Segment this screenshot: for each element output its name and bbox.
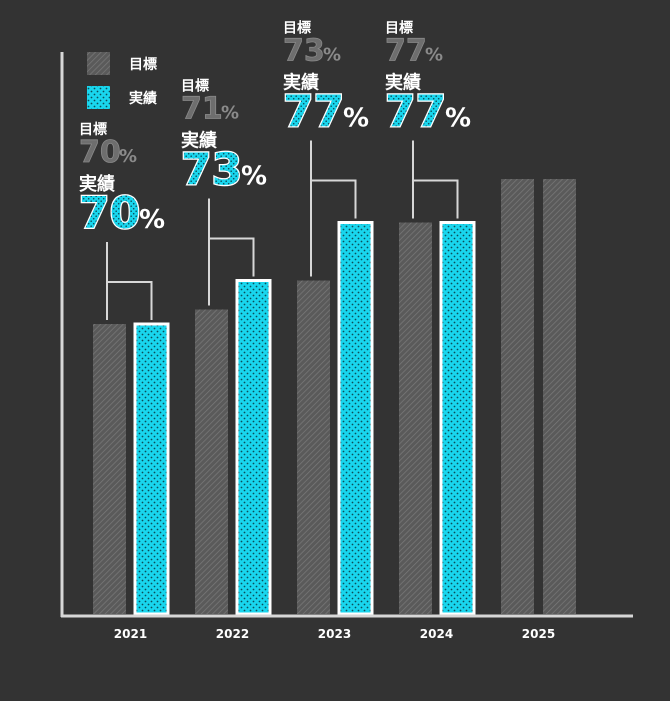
annotation-actual-label-2022: 実績: [181, 130, 217, 152]
bar-target-2025: [501, 179, 534, 614]
connector-2021: [106, 242, 153, 320]
annotation-target-value-2024: 77: [385, 34, 427, 69]
x-tick-2023: 2023: [318, 627, 351, 641]
annotation-target-value-2021: 70: [79, 135, 121, 170]
x-tick-2025: 2025: [522, 627, 555, 641]
annotation-actual-value-2021: 70: [79, 188, 140, 239]
bar-target-2022: [195, 309, 228, 614]
annotation-target-label-2024: 目標: [385, 20, 413, 37]
annotation-actual-unit-2024: %: [445, 104, 471, 134]
annotation-actual-unit-2022: %: [241, 162, 267, 192]
annotation-actual-value-2023: 77: [283, 87, 344, 138]
legend: 目標 実績: [87, 52, 157, 109]
annotation-target-unit-2024: %: [425, 45, 443, 66]
annotation-actual-label-2023: 実績: [283, 72, 319, 94]
bar-target-2023: [297, 280, 330, 614]
annotation-target-value-2022: 71: [181, 92, 223, 127]
annotation-actual-value-2024: 77: [385, 87, 446, 138]
bar-target-2024: [399, 222, 432, 614]
legend-label-actual: 実績: [129, 90, 157, 107]
annotation-actual-label-2024: 実績: [385, 72, 421, 94]
bar-actual-2022: [235, 279, 272, 616]
connector-2023: [310, 140, 357, 277]
annotation-target-label-2022: 目標: [181, 78, 209, 95]
x-tick-labels: 2021 2022 2023 2024 2025: [114, 627, 555, 641]
annotation-actual-unit-2023: %: [343, 104, 369, 134]
annotation-target-label-2021: 目標: [79, 121, 107, 138]
legend-label-target: 目標: [129, 56, 157, 73]
annotation-target-unit-2023: %: [323, 45, 341, 66]
annotation-actual-value-2022: 73: [181, 145, 242, 196]
x-tick-2024: 2024: [420, 627, 453, 641]
bar-actual-2023: [337, 221, 374, 616]
connector-2022: [208, 198, 255, 306]
legend-swatch-target: [87, 52, 110, 75]
x-tick-2022: 2022: [216, 627, 249, 641]
annotation-target-label-2023: 目標: [283, 20, 311, 37]
bar-target-secondary-2025: [543, 179, 576, 614]
bar-target-2021: [93, 324, 126, 614]
bar-actual-2024: [439, 221, 476, 616]
annotation-target-value-2023: 73: [283, 34, 325, 69]
bar-actual-2021: [133, 322, 170, 616]
bars-layer: [93, 179, 576, 616]
annotation-target-unit-2021: %: [119, 146, 137, 167]
legend-swatch-actual: [87, 86, 110, 109]
connector-2024: [412, 140, 459, 219]
x-tick-2021: 2021: [114, 627, 147, 641]
annotation-target-unit-2022: %: [221, 103, 239, 124]
annotation-actual-unit-2021: %: [139, 205, 165, 235]
annotation-actual-label-2021: 実績: [79, 173, 115, 195]
connectors-layer: [106, 140, 459, 320]
